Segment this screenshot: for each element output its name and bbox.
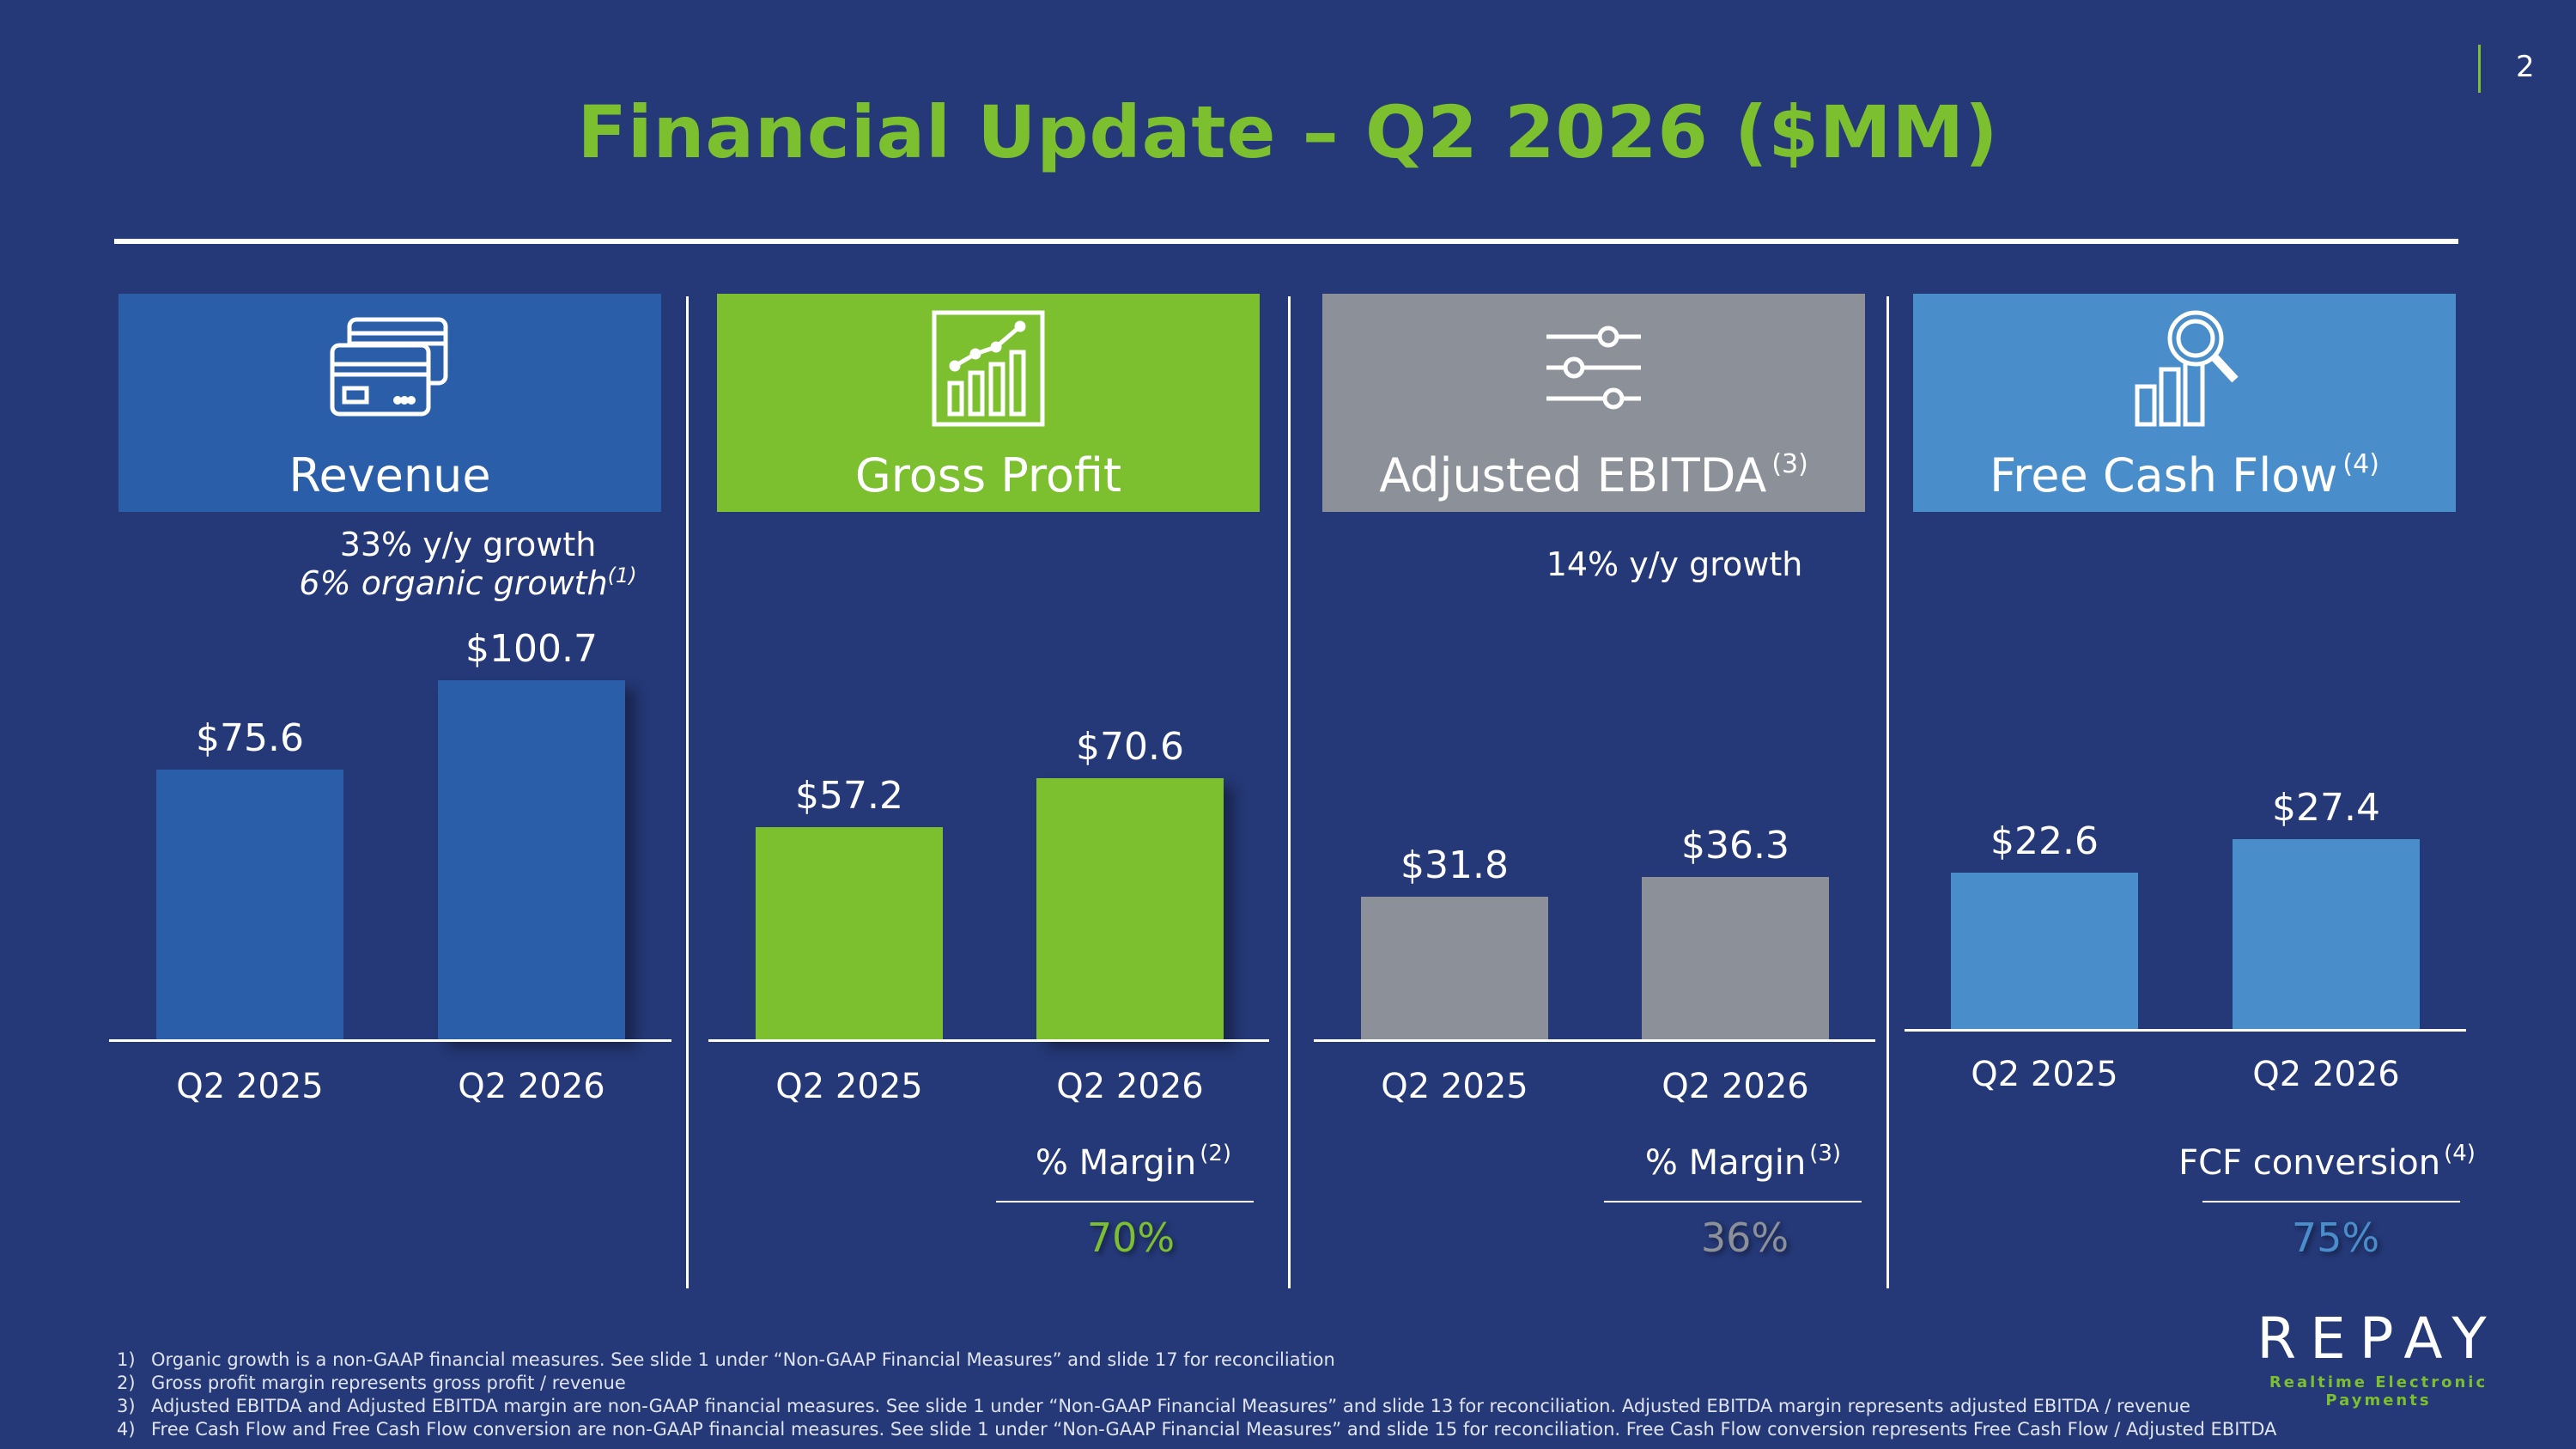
fcf-conversion-value: 75% — [2291, 1215, 2380, 1261]
logo-wordmark: REPAY — [2257, 1306, 2500, 1372]
ebitda-margin-label: % Margin (3) — [1644, 1141, 1842, 1183]
fcf-header-label: Free Cash Flow (4) — [1990, 448, 2379, 502]
revenue-value-label-2: $100.7 — [465, 627, 598, 672]
revenue-baseline — [109, 1039, 671, 1042]
gross-profit-bar-1 — [756, 827, 943, 1039]
ebitda-bar-1 — [1361, 897, 1548, 1039]
gross-profit-value-label-1: $57.2 — [795, 774, 903, 819]
panel-divider-2 — [1288, 296, 1291, 1288]
fcf-category-label-2: Q2 2026 — [2252, 1055, 2400, 1094]
footnotes: 1) Organic growth is a non-GAAP financial… — [117, 1349, 2276, 1441]
ebitda-growth-note: 14% y/y growth — [1546, 545, 1803, 583]
gross-margin-rule — [996, 1201, 1254, 1202]
revenue-category-label-2: Q2 2026 — [458, 1067, 605, 1106]
analytics-search-icon — [2135, 310, 2239, 427]
fcf-bar-2 — [2233, 839, 2420, 1029]
title-rule — [114, 239, 2458, 244]
gross-profit-baseline — [708, 1039, 1269, 1042]
revenue-header-label: Revenue — [289, 448, 491, 502]
gross-profit-bar-2 — [1036, 777, 1224, 1039]
footnote-3: 3) Adjusted EBITDA and Adjusted EBITDA ma… — [117, 1396, 2190, 1416]
growth-chart-icon — [932, 310, 1045, 427]
revenue-organic-growth-note: 6% organic growth(1) — [299, 563, 637, 602]
ebitda-baseline — [1314, 1039, 1875, 1042]
revenue-bar-2 — [438, 680, 625, 1039]
fcf-bar-1 — [1951, 873, 2138, 1029]
gross-margin-label: % Margin (2) — [1035, 1141, 1232, 1183]
gross-profit-value-label-2: $70.6 — [1076, 724, 1184, 769]
gross-profit-header-label: Gross Profit — [854, 448, 1122, 502]
fcf-conversion-label: FCF conversion (4) — [2178, 1141, 2476, 1183]
gross-profit-category-label-1: Q2 2025 — [775, 1067, 923, 1106]
revenue-value-label-1: $75.6 — [196, 716, 304, 761]
panel-divider-1 — [686, 296, 689, 1288]
panel-divider-3 — [1886, 296, 1889, 1288]
ebitda-category-label-2: Q2 2026 — [1662, 1067, 1809, 1106]
logo-tagline: Realtime Electronic Payments — [2269, 1373, 2488, 1409]
gross-margin-value: 70% — [1086, 1215, 1176, 1261]
ebitda-bar-2 — [1642, 876, 1829, 1039]
fcf-conversion-rule — [2202, 1201, 2460, 1202]
revenue-header: Revenue — [118, 294, 661, 512]
gross-profit-header: Gross Profit — [717, 294, 1260, 512]
page-number: 2 — [2516, 50, 2535, 84]
revenue-bar-1 — [156, 770, 343, 1039]
ebitda-margin-value: 36% — [1700, 1215, 1789, 1261]
ebitda-header-label: Adjusted EBITDA (3) — [1379, 448, 1808, 502]
gross-profit-category-label-2: Q2 2026 — [1056, 1067, 1204, 1106]
footnote-2: 2) Gross profit margin represents gross p… — [117, 1373, 626, 1393]
fcf-header: Free Cash Flow (4) — [1913, 294, 2456, 512]
repay-logo: REPAY Realtime Electronic Payments — [2233, 1306, 2524, 1409]
footnote-4: 4) Free Cash Flow and Free Cash Flow conv… — [117, 1419, 2277, 1440]
ebitda-category-label-1: Q2 2025 — [1381, 1067, 1528, 1106]
revenue-category-label-1: Q2 2025 — [176, 1067, 324, 1106]
footnote-1: 1) Organic growth is a non-GAAP financial… — [117, 1349, 1335, 1370]
ebitda-header: Adjusted EBITDA (3) — [1322, 294, 1865, 512]
sliders-icon — [1546, 326, 1641, 410]
fcf-baseline — [1905, 1029, 2466, 1032]
page-title: Financial Update – Q2 2026 ($MM) — [577, 90, 1999, 174]
page-number-rule — [2478, 45, 2481, 93]
credit-cards-icon — [330, 317, 448, 417]
ebitda-value-label-2: $36.3 — [1681, 823, 1789, 868]
fcf-category-label-1: Q2 2025 — [1971, 1055, 2118, 1094]
ebitda-margin-rule — [1604, 1201, 1862, 1202]
fcf-value-label-2: $27.4 — [2272, 786, 2380, 831]
ebitda-value-label-1: $31.8 — [1400, 843, 1509, 887]
revenue-growth-note: 33% y/y growth — [339, 526, 597, 563]
fcf-value-label-1: $22.6 — [1990, 819, 2099, 864]
